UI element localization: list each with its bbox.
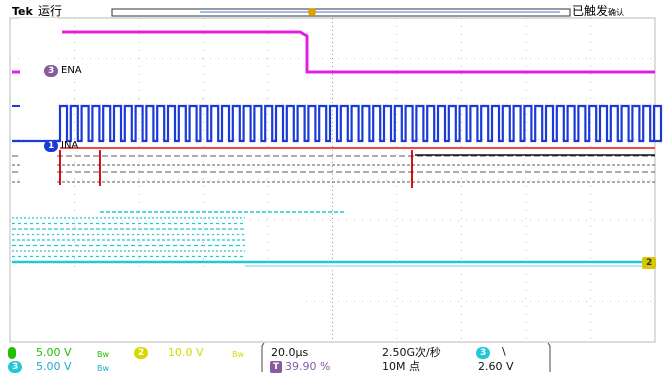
status-bar-frame [261,342,551,372]
ina-label: INA [61,140,79,151]
channel-3-marker[interactable]: 3 [44,65,59,77]
trigger-slope-icon[interactable]: \ [502,345,506,358]
trigger-position-marker: T [270,361,283,373]
mask-a [20,152,56,216]
ch3-badge[interactable]: 3 [8,361,23,373]
timebase[interactable]: 20.0µs [271,346,309,359]
ch1-bandwidth-icon: Bw [97,350,110,359]
ch3-bandwidth-icon: Bw [97,364,110,373]
record-length[interactable]: 10M 点 [382,360,420,373]
ch1-badge[interactable] [8,347,16,359]
sample-rate: 2.50G次/秒 [382,346,441,359]
brand-logo: Tek [12,5,33,18]
ch1-scale[interactable]: 5.00 V [36,346,72,359]
trigger-level[interactable]: 2.60 V [478,360,514,373]
ena-waveform [62,30,655,74]
trigger-marker-icon [308,8,316,16]
ch2-scale[interactable]: 10.0 V [168,346,204,359]
trigger-status: 已触发确认 [572,4,625,18]
ena-label: ENA [61,65,82,76]
ch3-scale[interactable]: 5.00 V [36,360,72,373]
trigger-source-badge[interactable]: 3 [476,347,491,359]
mask-b [12,270,302,340]
run-state[interactable]: 运行 [38,4,63,18]
ch2-bandwidth-icon: Bw [232,350,245,359]
channel-1-marker[interactable]: 1 [44,140,59,152]
channel-2-marker[interactable]: 2 [642,257,657,269]
trigger-position[interactable]: 39.90 % [285,360,331,373]
ch2-badge[interactable]: 2 [134,347,149,359]
ina-waveform [12,104,663,143]
record-bar [111,8,571,17]
